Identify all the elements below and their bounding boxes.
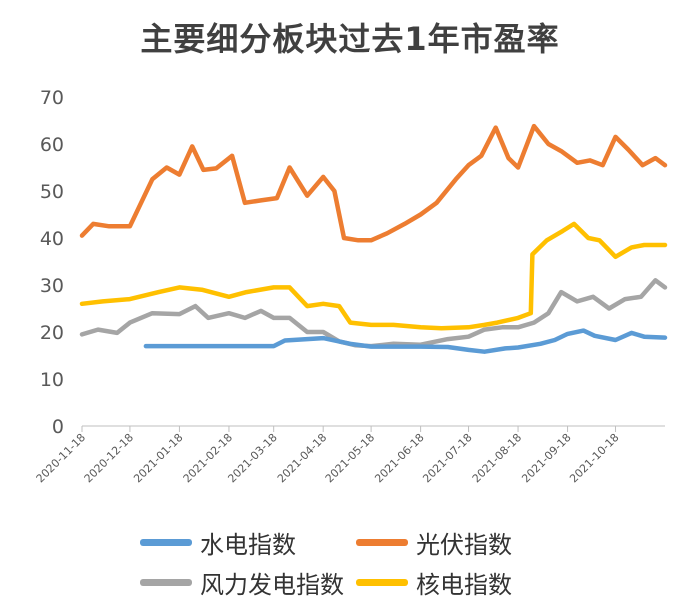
x-tick-label: 2021-08-18 [470, 431, 524, 485]
legend-item-hydro: 水电指数 [140, 525, 296, 560]
y-tick-label: 0 [52, 416, 64, 438]
legend-label-solar: 光伏指数 [416, 531, 512, 559]
legend-item-nuclear: 核电指数 [356, 565, 512, 600]
legend-swatch-nuclear [356, 579, 408, 586]
x-tick-label: 2021-07-18 [420, 431, 474, 485]
y-tick-label: 40 [40, 228, 64, 250]
legend-label-wind: 风力发电指数 [200, 571, 344, 599]
chart-legend: 水电指数 光伏指数 风力发电指数 核电指数 [0, 517, 700, 607]
x-tick-label: 2021-04-18 [275, 431, 329, 485]
legend-swatch-wind [140, 579, 192, 586]
x-tick-label: 2021-06-18 [372, 431, 426, 485]
x-tick-label: 2021-05-18 [323, 431, 377, 485]
series-line [79, 123, 668, 243]
x-tick-label: 2021-10-18 [567, 431, 621, 485]
legend-swatch-hydro [140, 539, 192, 546]
y-tick-label: 20 [40, 322, 64, 344]
y-tick-label: 10 [40, 369, 64, 391]
legend-label-hydro: 水电指数 [200, 531, 296, 559]
series-line [143, 328, 668, 354]
legend-item-wind: 风力发电指数 [140, 565, 344, 600]
x-tick-label: 2020-11-18 [34, 431, 88, 485]
x-tick-label: 2020-12-18 [82, 431, 136, 485]
legend-item-solar: 光伏指数 [356, 525, 512, 560]
legend-swatch-solar [356, 539, 408, 546]
y-tick-label: 60 [40, 134, 64, 156]
chart-title: 主要细分板块过去1年市盈率 [140, 20, 560, 58]
x-tick-label: 2021-01-18 [131, 431, 185, 485]
y-tick-label: 70 [40, 87, 64, 109]
y-tick-label: 30 [40, 275, 64, 297]
series-line [79, 221, 668, 331]
y-tick-label: 50 [40, 181, 64, 203]
legend-label-nuclear: 核电指数 [416, 571, 512, 599]
x-tick-label: 2021-09-18 [519, 431, 573, 485]
